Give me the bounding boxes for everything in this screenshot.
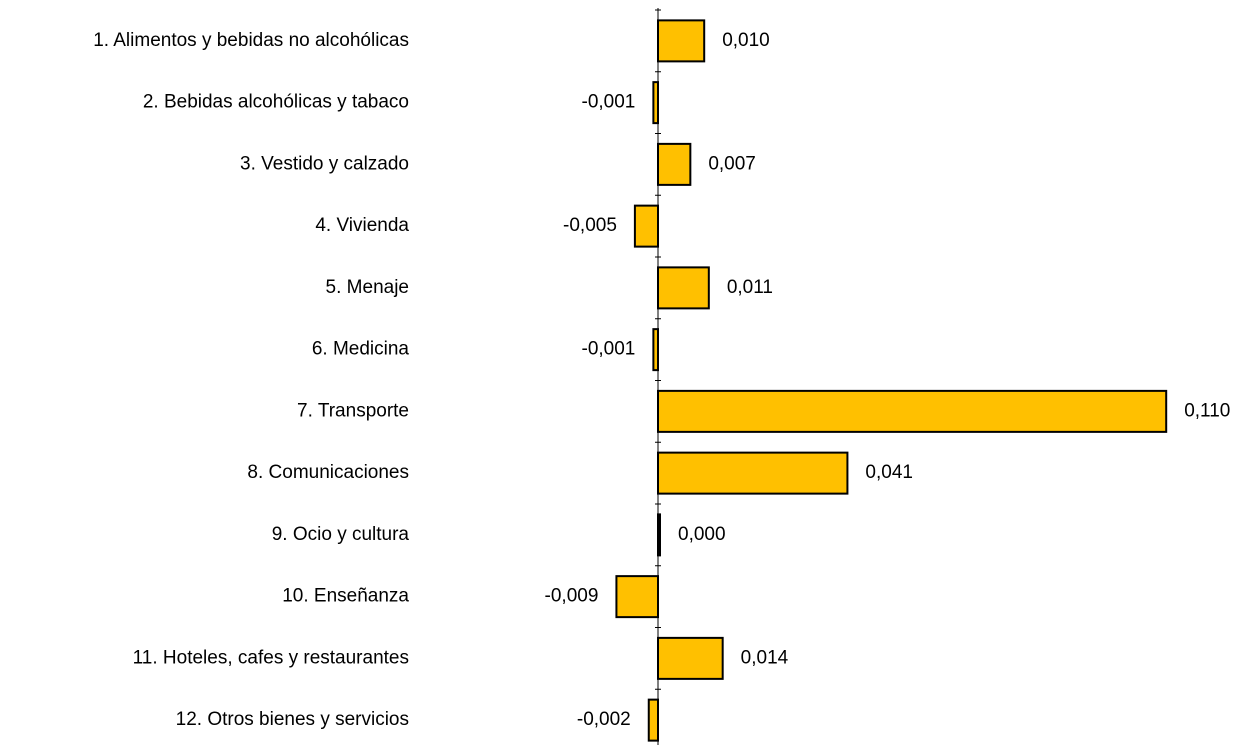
data-label: -0,001 <box>582 339 636 360</box>
category-label: 10. Enseñanza <box>282 586 409 607</box>
category-label: 9. Ocio y cultura <box>272 524 410 545</box>
data-label: -0,009 <box>545 586 599 607</box>
data-label: 0,041 <box>865 462 913 483</box>
category-label: 7. Transporte <box>297 400 409 421</box>
labels-layer: 1. Alimentos y bebidas no alcohólicas 0,0… <box>93 30 1230 730</box>
data-label: 0,000 <box>678 524 726 545</box>
category-label: 6. Medicina <box>312 339 410 360</box>
category-label: 1. Alimentos y bebidas no alcohólicas <box>93 30 409 51</box>
bar <box>652 81 660 125</box>
bar <box>615 575 659 619</box>
category-label: 3. Vestido y calzado <box>240 153 409 174</box>
category-label: 8. Comunicaciones <box>247 462 409 483</box>
category-label: 2. Bebidas alcohólicas y tabaco <box>143 92 409 113</box>
bar <box>657 389 1168 433</box>
data-label: 0,110 <box>1184 400 1230 421</box>
bar <box>657 19 706 63</box>
data-label: 0,007 <box>708 153 756 174</box>
data-label: -0,005 <box>563 215 617 236</box>
data-label: -0,002 <box>577 709 631 730</box>
bar <box>657 636 724 680</box>
bar <box>657 142 692 186</box>
bar <box>652 328 660 372</box>
data-label: 0,010 <box>722 30 770 51</box>
bar <box>633 204 660 248</box>
data-label: -0,001 <box>582 92 636 113</box>
category-label: 4. Vivienda <box>315 215 409 236</box>
axis-layer <box>655 8 661 745</box>
data-label: 0,014 <box>741 647 789 668</box>
bar <box>657 266 710 310</box>
category-label: 12. Otros bienes y servicios <box>176 709 409 730</box>
category-label: 11. Hoteles, cafes y restaurantes <box>133 647 409 668</box>
category-label: 5. Menaje <box>326 277 409 298</box>
data-label: 0,011 <box>727 277 773 298</box>
bars-layer <box>615 19 1168 742</box>
bar <box>647 698 660 742</box>
bar <box>657 451 849 495</box>
